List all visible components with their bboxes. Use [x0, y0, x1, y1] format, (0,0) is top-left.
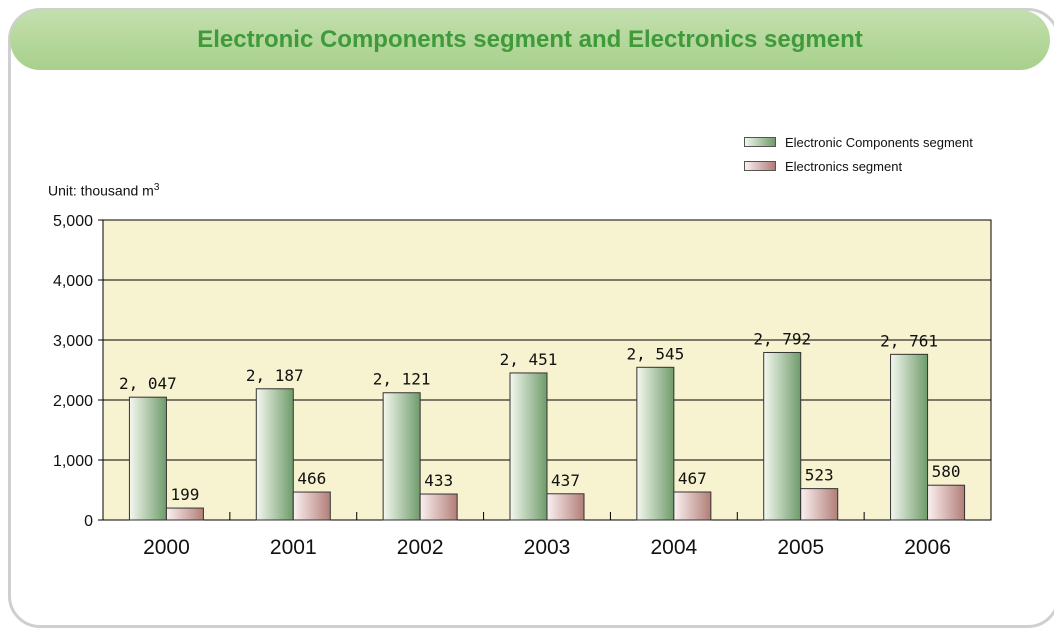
legend: Electronic Components segment Electronic…: [744, 130, 973, 178]
unit-label-superscript: 3: [153, 182, 160, 193]
bar-series-1: [763, 351, 802, 521]
data-label-series-1: 2, 187: [246, 366, 304, 385]
x-tick-label: 2002: [397, 536, 444, 559]
data-label-series-1: 2, 121: [373, 370, 431, 389]
bar-series-2: [927, 484, 966, 521]
x-tick-label: 2000: [143, 536, 190, 559]
data-label-series-1: 2, 545: [626, 344, 684, 363]
data-label-series-2: 580: [932, 462, 961, 481]
x-tick-label: 2004: [650, 536, 697, 559]
data-label-series-2: 466: [297, 469, 326, 488]
legend-item-series-2: Electronics segment: [744, 154, 973, 178]
bar-series-2: [800, 488, 839, 521]
data-label-series-2: 437: [551, 471, 580, 490]
bar-series-1: [509, 372, 548, 521]
data-label-series-1: 2, 761: [880, 331, 938, 350]
legend-item-series-1: Electronic Components segment: [744, 130, 973, 154]
data-label-series-1: 2, 047: [119, 374, 177, 393]
y-tick-label: 2,000: [53, 393, 93, 410]
unit-label: Unit: thousand m3: [48, 182, 159, 199]
data-label-series-2: 467: [678, 469, 707, 488]
x-tick-label: 2005: [777, 536, 824, 559]
bar-series-2: [546, 493, 585, 521]
x-tick-label: 2003: [524, 536, 571, 559]
y-tick-label: 5,000: [53, 213, 93, 230]
y-tick-label: 3,000: [53, 333, 93, 350]
title-bar: Electronic Components segment and Electr…: [10, 10, 1050, 70]
y-tick-label: 1,000: [53, 453, 93, 470]
y-tick-label: 0: [84, 513, 93, 530]
data-label-series-2: 433: [424, 471, 453, 490]
unit-label-text: Unit: thousand m: [48, 182, 154, 199]
bar-series-1: [890, 353, 929, 521]
bar-series-1: [636, 366, 675, 521]
x-tick-label: 2006: [904, 536, 951, 559]
bar-series-2: [165, 507, 204, 521]
data-label-series-1: 2, 451: [500, 350, 558, 369]
y-tick-label: 4,000: [53, 273, 93, 290]
bar-series-1: [128, 396, 167, 521]
legend-label-series-1: Electronic Components segment: [785, 134, 973, 150]
x-tick-label: 2001: [270, 536, 317, 559]
bar-series-1: [382, 392, 421, 521]
bar-series-2: [292, 491, 331, 521]
legend-swatch-series-2: [744, 161, 776, 171]
bar-series-1: [255, 388, 294, 521]
data-label-series-1: 2, 792: [753, 329, 811, 348]
data-label-series-2: 523: [805, 466, 834, 485]
chart-title: Electronic Components segment and Electr…: [197, 26, 863, 53]
legend-swatch-series-1: [744, 137, 776, 147]
legend-label-series-2: Electronics segment: [785, 158, 903, 174]
bar-series-2: [419, 493, 458, 521]
data-label-series-2: 199: [170, 485, 199, 504]
bar-series-2: [673, 491, 712, 521]
